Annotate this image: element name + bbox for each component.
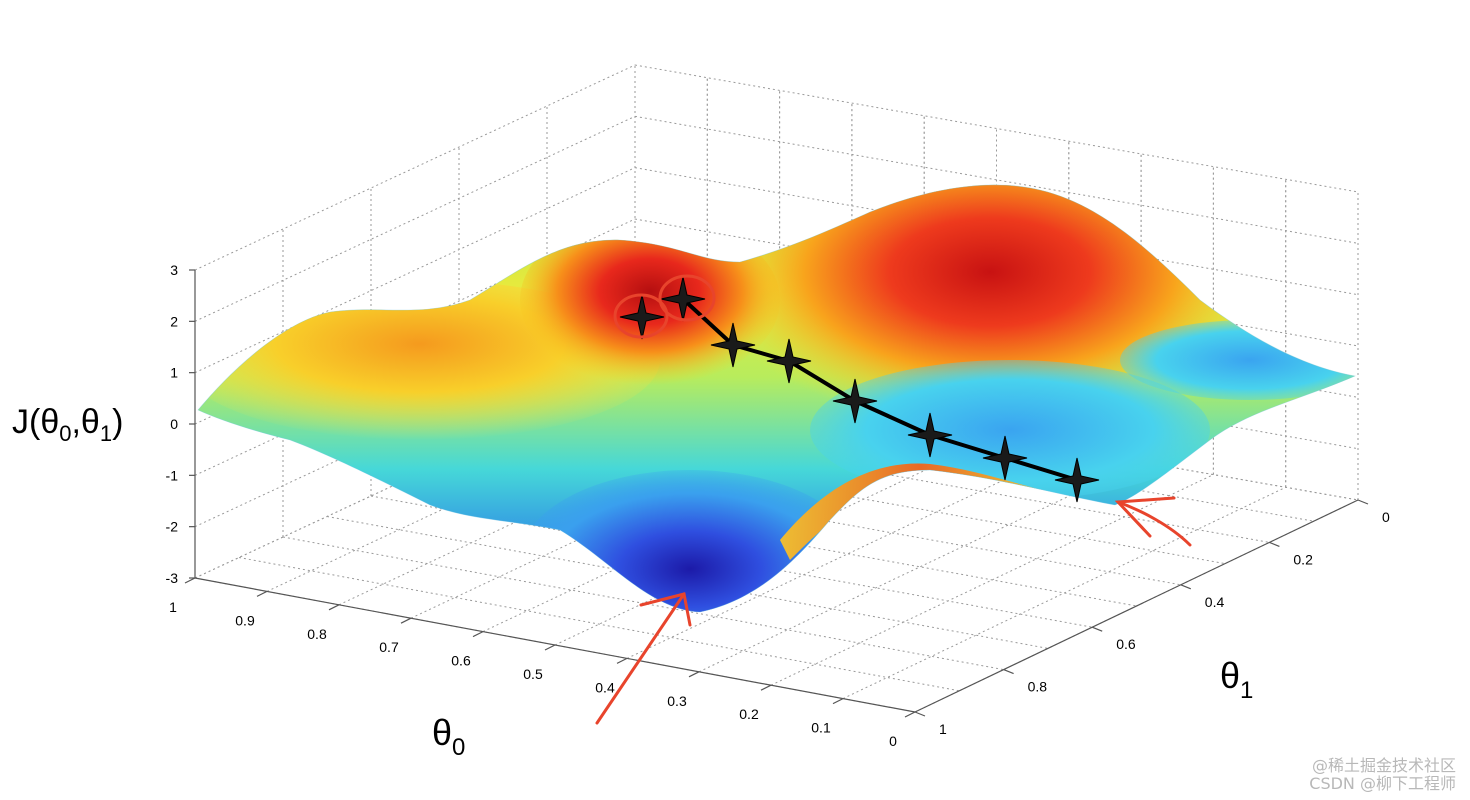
path-markers — [619, 276, 1100, 503]
path-step-marker — [710, 322, 756, 368]
z-tick-label: -1 — [166, 467, 179, 483]
arrowhead-local-min — [1114, 496, 1176, 538]
watermark-bottom: CSDN @柳下工程师 — [1309, 774, 1456, 793]
theta1-axis-label: θ1 — [1220, 655, 1253, 704]
theta0-tick-label: 0.6 — [451, 653, 471, 669]
path-step-marker — [982, 435, 1028, 481]
axis-lines — [184, 269, 1369, 718]
theta0-tick-label: 0.7 — [379, 639, 399, 655]
arrow-local-min — [1116, 500, 1192, 547]
theta0-tick-label: 0.9 — [235, 612, 255, 628]
z-tick-label: 3 — [170, 262, 178, 278]
theta0-tick-label: 1 — [169, 599, 177, 615]
theta0-axis-label: θ0 — [432, 712, 465, 761]
path-step-marker — [619, 294, 665, 340]
z-tick-label: 1 — [170, 365, 178, 381]
cost-surface — [198, 184, 1355, 612]
z-tick-label: 0 — [170, 416, 178, 432]
path-step-marker — [766, 338, 812, 384]
theta0-tick-label: 0.1 — [811, 720, 831, 736]
local-min-circle — [613, 293, 669, 339]
annotations — [595, 274, 1192, 725]
theta0-tick-label: 0.2 — [739, 706, 759, 722]
theta1-tick-label: 0.8 — [1028, 679, 1048, 695]
path-step-marker — [1054, 457, 1100, 503]
theta1-tick-label: 0.4 — [1205, 594, 1225, 610]
theta0-tick-label: 0.5 — [523, 666, 543, 682]
theta1-tick-label: 0.6 — [1116, 636, 1136, 652]
arrow-global-min — [595, 592, 686, 725]
theta0-tick-label: 0 — [889, 733, 897, 749]
tick-labels: 3 2 1 0 -1 -2 -3 1 0.9 0.8 0.7 0.6 0.5 0.4 0.3 0.2 0.1 0 0… — [166, 262, 1390, 749]
path-step-marker — [907, 412, 953, 458]
theta0-tick-label: 0.4 — [595, 679, 615, 695]
surface-outline — [197, 184, 1357, 613]
theta0-tick-label: 0.3 — [667, 693, 687, 709]
z-tick-label: -3 — [166, 570, 179, 586]
start-point-circle — [658, 274, 716, 322]
z-axis-label: J(θ0,θ1) — [12, 403, 123, 446]
z-tick-label: -2 — [166, 519, 179, 535]
z-tick-label: 2 — [170, 313, 178, 329]
theta1-tick-label: 0 — [1382, 509, 1390, 525]
watermark-top: @稀土掘金技术社区 — [1311, 756, 1456, 775]
theta1-tick-label: 0.2 — [1293, 551, 1313, 567]
theta1-tick-label: 1 — [939, 721, 947, 737]
arrowhead-global-min — [639, 592, 692, 627]
theta0-tick-label: 0.8 — [307, 626, 327, 642]
path-step-marker — [832, 378, 878, 424]
